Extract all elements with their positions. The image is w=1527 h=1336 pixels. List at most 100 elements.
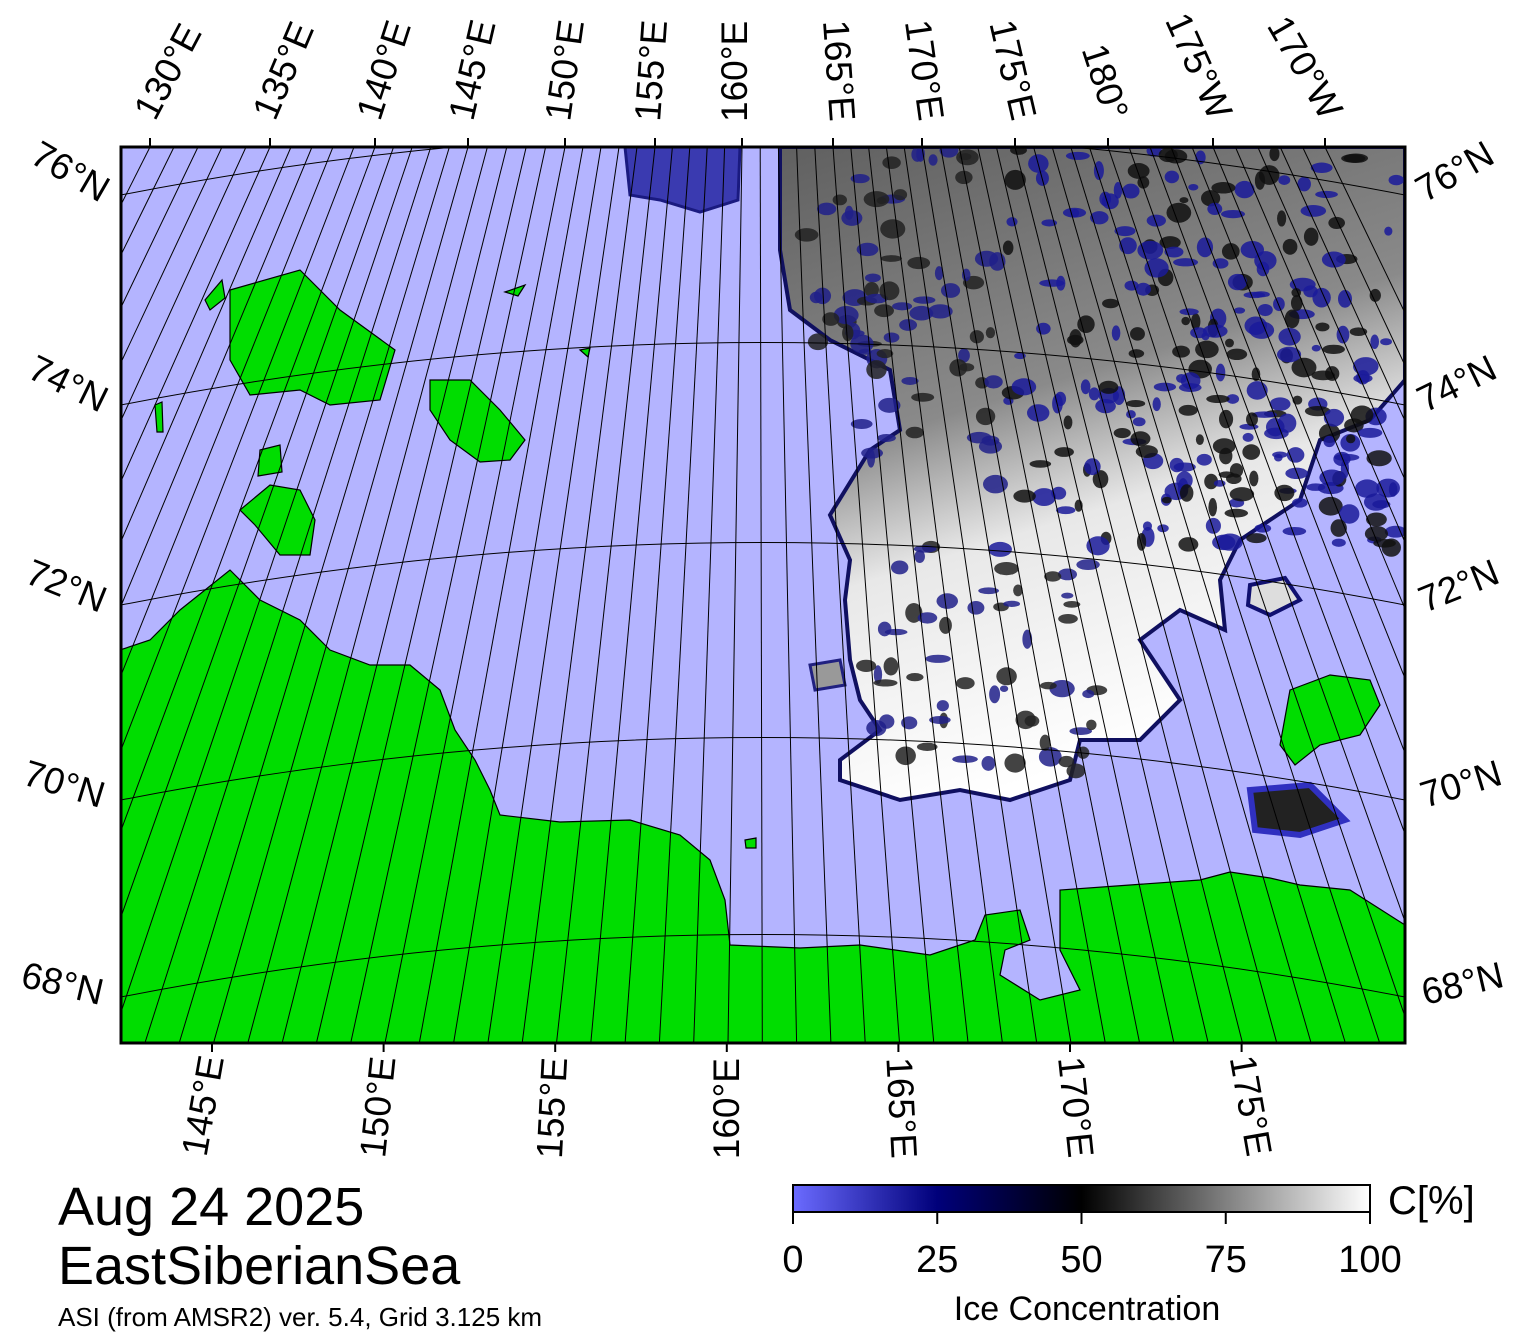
ice-texture <box>876 348 894 359</box>
map-area <box>121 147 1405 1043</box>
bottom-lon-label: 170°E <box>1050 1055 1101 1160</box>
colorbar-unit: C[%] <box>1388 1179 1475 1223</box>
ice-texture <box>940 283 961 298</box>
colorbar-label: Ice Concentration <box>954 1290 1221 1328</box>
top-lon-label: 130°E <box>126 17 210 126</box>
bottom-lon-label: 155°E <box>529 1056 575 1159</box>
ice-texture <box>1153 382 1177 392</box>
ice-texture <box>1336 325 1350 344</box>
ice-texture <box>984 375 1003 389</box>
ice-texture <box>1054 447 1074 457</box>
ice-texture <box>1002 240 1014 256</box>
ice-texture <box>1095 398 1116 414</box>
meridian <box>121 147 247 422</box>
ice-texture <box>1130 431 1151 447</box>
ice-texture <box>1164 246 1184 258</box>
ice-texture <box>1196 453 1212 466</box>
meridian <box>121 147 355 752</box>
meridian <box>521 147 638 1043</box>
ice-texture <box>1132 417 1146 427</box>
meridian <box>556 147 656 1043</box>
ice-texture <box>1221 209 1246 219</box>
ice-texture <box>1124 280 1139 291</box>
top-lon-label: 170°E <box>897 17 952 123</box>
island <box>204 278 226 311</box>
ice-texture <box>1225 338 1234 348</box>
ice-texture <box>936 700 949 712</box>
ice-texture <box>1278 175 1291 185</box>
ice-texture <box>850 419 873 429</box>
ice-texture <box>807 333 829 351</box>
ice-texture <box>883 657 899 676</box>
ice-texture <box>1251 411 1278 418</box>
ice-texture <box>1229 487 1255 502</box>
ice-texture <box>1166 202 1192 223</box>
meridian <box>121 147 271 483</box>
ice-texture <box>905 426 924 439</box>
meridian <box>850 147 935 1043</box>
meridian <box>777 147 798 1043</box>
ice-texture <box>989 685 1001 704</box>
island <box>239 484 316 556</box>
ice-texture <box>1098 380 1119 394</box>
ice-texture <box>1086 719 1097 731</box>
map-frame <box>119 145 1407 1045</box>
ice-texture <box>1088 387 1100 401</box>
top-lon-label: 175°E <box>981 16 1044 124</box>
ice-texture <box>967 601 985 615</box>
ice-texture <box>1273 453 1283 462</box>
ice-texture <box>1039 279 1065 287</box>
ice-texture <box>842 324 854 342</box>
ice-texture <box>1135 282 1151 296</box>
meridian <box>121 147 199 309</box>
ice-texture <box>1063 601 1081 608</box>
ice-texture <box>1026 404 1050 422</box>
ice-texture <box>955 677 975 690</box>
ice-texture <box>1282 526 1307 536</box>
ice-texture <box>1311 344 1321 352</box>
ice-texture <box>1369 288 1381 302</box>
ice-texture <box>1086 536 1110 556</box>
meridian <box>281 147 508 1043</box>
ice-texture <box>1321 251 1346 268</box>
ice-texture <box>1384 525 1405 538</box>
ice-texture <box>1249 470 1259 487</box>
right-lat-label: 68°N <box>1418 954 1508 1013</box>
ice-texture <box>1318 496 1343 516</box>
ice-texture <box>913 296 936 304</box>
ice-texture <box>1056 506 1076 515</box>
ice-texture <box>850 174 870 184</box>
ice-texture <box>873 665 883 685</box>
ice-texture <box>988 541 1012 557</box>
ice-texture <box>914 550 925 563</box>
ice-texture <box>975 407 996 426</box>
ice-texture <box>1058 755 1075 768</box>
ice-texture <box>1080 379 1091 395</box>
ice-texture <box>1144 258 1169 278</box>
ice-texture <box>1257 304 1273 317</box>
ice-texture <box>1195 340 1219 359</box>
ice-texture <box>927 304 953 319</box>
top-lon-label: 165°E <box>815 19 863 123</box>
ice-texture <box>1191 313 1201 331</box>
meridian <box>453 147 602 1043</box>
ice-texture <box>1066 763 1086 779</box>
meridian <box>213 147 469 1043</box>
ice-texture <box>873 679 898 687</box>
left-lat-label: 68°N <box>18 954 108 1013</box>
ice-texture <box>978 587 1000 595</box>
ice-texture <box>864 273 881 283</box>
meridian <box>590 147 673 1043</box>
ice-texture <box>1114 226 1136 237</box>
ice-texture <box>1318 423 1341 444</box>
ice-texture <box>1370 334 1380 350</box>
ice-texture <box>906 673 924 682</box>
ice-texture <box>1224 508 1249 518</box>
colorbar-tick-label: 100 <box>1338 1239 1401 1281</box>
ice-texture <box>901 376 919 385</box>
ice-texture <box>1032 488 1056 507</box>
left-lat-label: 74°N <box>22 347 114 420</box>
ice-texture <box>1158 147 1178 163</box>
